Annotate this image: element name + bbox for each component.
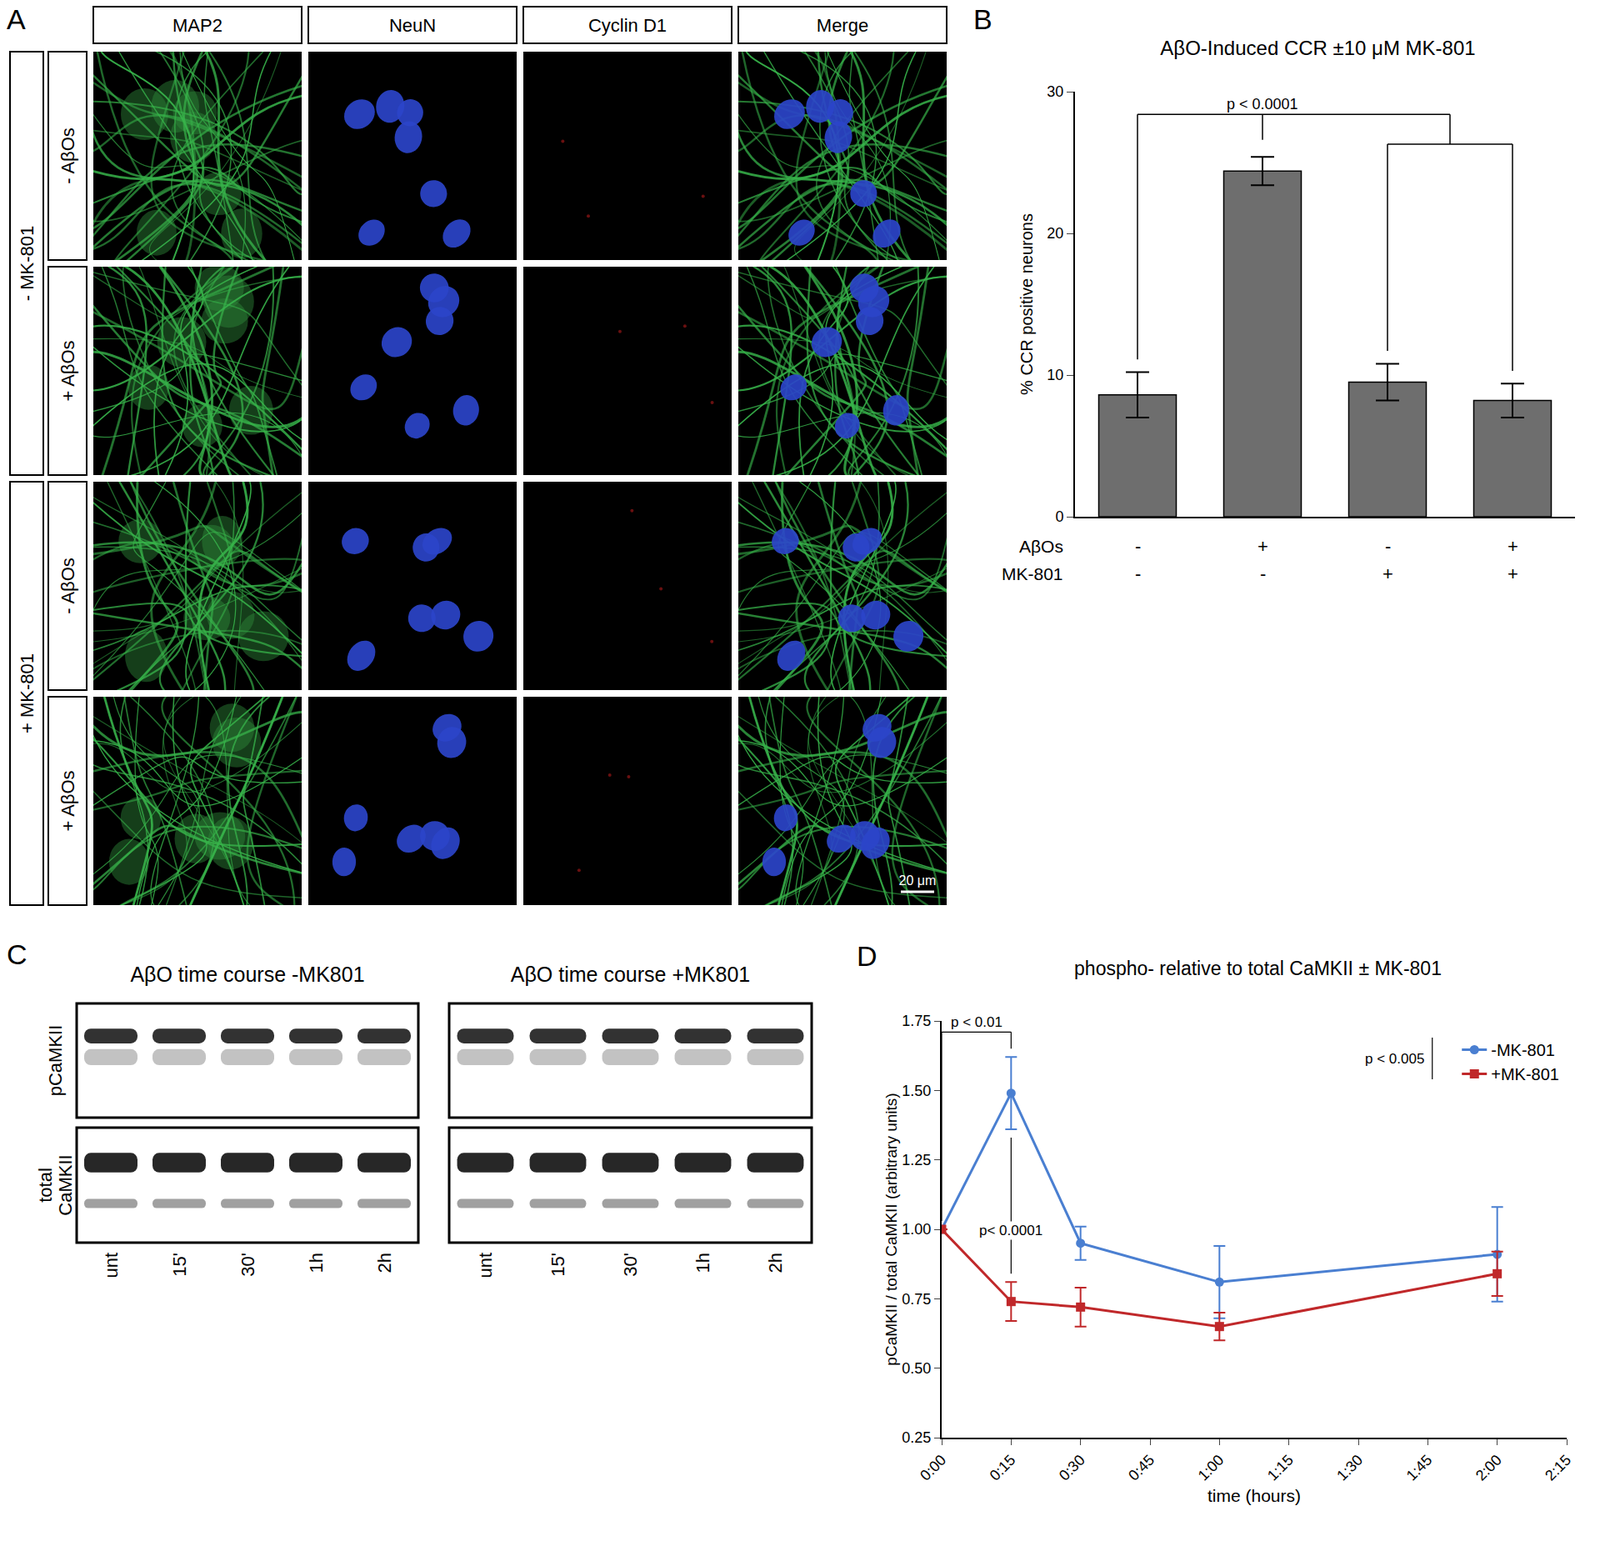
svg-text:0: 0 — [1055, 508, 1064, 525]
svg-text:time (hours): time (hours) — [1207, 1485, 1301, 1505]
svg-text:0:45: 0:45 — [1125, 1451, 1158, 1485]
svg-text:Cyclin D1: Cyclin D1 — [588, 15, 667, 36]
html-text:C: C — [6, 938, 28, 970]
svg-text:AβOs: AβOs — [1019, 536, 1064, 556]
svg-text:pCaMKII / total CaMKII (arbitr: pCaMKII / total CaMKII (arbitrary units) — [882, 1092, 900, 1365]
svg-text:+MK-801: +MK-801 — [1490, 1065, 1560, 1084]
svg-text:2:00: 2:00 — [1472, 1451, 1505, 1485]
svg-text:+ AβOs: + AβOs — [57, 770, 79, 831]
svg-text:20: 20 — [1046, 225, 1064, 242]
svg-text:2h: 2h — [765, 1252, 786, 1273]
svg-text:2h: 2h — [374, 1252, 395, 1273]
svg-text:Merge: Merge — [816, 15, 869, 36]
svg-text:-: - — [1135, 563, 1141, 585]
svg-text:30: 30 — [1046, 83, 1064, 100]
svg-text:+: + — [1507, 535, 1519, 557]
svg-text:0.25: 0.25 — [901, 1429, 931, 1446]
svg-text:+: + — [1257, 535, 1269, 557]
svg-text:AβO-Induced CCR ±10 μM MK-801: AβO-Induced CCR ±10 μM MK-801 — [1160, 36, 1475, 60]
html-text:D: D — [856, 940, 878, 972]
svg-text:30': 30' — [237, 1252, 259, 1277]
svg-text:+ AβOs: + AβOs — [57, 340, 79, 401]
svg-text:20 μm: 20 μm — [899, 873, 937, 888]
svg-text:AβO time course -MK801: AβO time course -MK801 — [130, 962, 365, 986]
svg-text:- AβOs: - AβOs — [57, 127, 79, 185]
svg-text:p< 0.0001: p< 0.0001 — [979, 1222, 1043, 1239]
svg-text:15': 15' — [547, 1252, 569, 1277]
svg-text:1:30: 1:30 — [1333, 1451, 1366, 1485]
svg-text:AβO time course +MK801: AβO time course +MK801 — [510, 962, 750, 986]
svg-text:unt: unt — [100, 1252, 122, 1279]
svg-text:0:00: 0:00 — [916, 1451, 950, 1485]
html-text:A: A — [6, 3, 26, 35]
svg-text:1h: 1h — [692, 1252, 714, 1273]
svg-text:0:15: 0:15 — [986, 1451, 1020, 1485]
svg-text:totalCaMKII: totalCaMKII — [35, 1154, 76, 1215]
svg-text:-MK-801: -MK-801 — [1490, 1040, 1555, 1060]
svg-text:10: 10 — [1046, 366, 1064, 384]
svg-text:0.50: 0.50 — [901, 1360, 931, 1377]
svg-text:- MK-801: - MK-801 — [16, 225, 38, 301]
svg-text:pCaMKII: pCaMKII — [45, 1025, 66, 1097]
svg-text:p < 0.01: p < 0.01 — [950, 1014, 1003, 1030]
svg-text:1h: 1h — [305, 1252, 327, 1273]
svg-text:-: - — [1385, 535, 1391, 557]
svg-text:- AβOs: - AβOs — [57, 557, 79, 615]
svg-text:MAP2: MAP2 — [172, 15, 223, 36]
svg-text:% CCR positive neurons: % CCR positive neurons — [1017, 213, 1036, 395]
svg-text:+: + — [1507, 563, 1519, 585]
html-text:B: B — [973, 3, 993, 35]
svg-text:1.50: 1.50 — [901, 1082, 931, 1100]
svg-text:-: - — [1260, 563, 1266, 585]
svg-text:-: - — [1135, 535, 1141, 557]
svg-text:15': 15' — [169, 1252, 190, 1277]
svg-text:+: + — [1382, 563, 1394, 585]
svg-text:1.75: 1.75 — [901, 1012, 931, 1030]
svg-text:+ MK-801: + MK-801 — [16, 653, 38, 734]
svg-text:p < 0.0001: p < 0.0001 — [1226, 95, 1299, 113]
svg-text:0.75: 0.75 — [901, 1290, 931, 1308]
svg-text:1:00: 1:00 — [1195, 1451, 1228, 1485]
svg-text:30': 30' — [620, 1252, 641, 1277]
svg-text:0:30: 0:30 — [1055, 1451, 1089, 1485]
svg-text:1.25: 1.25 — [901, 1151, 931, 1169]
svg-text:phospho- relative to total CaM: phospho- relative to total CaMKII ± MK-8… — [1074, 957, 1442, 980]
svg-text:1.00: 1.00 — [901, 1220, 931, 1238]
svg-text:2:15: 2:15 — [1541, 1451, 1575, 1485]
svg-text:NeuN: NeuN — [389, 15, 436, 36]
svg-text:unt: unt — [475, 1252, 496, 1279]
svg-text:1:15: 1:15 — [1264, 1451, 1297, 1485]
svg-text:MK-801: MK-801 — [1001, 564, 1064, 584]
svg-text:1:45: 1:45 — [1403, 1451, 1436, 1485]
svg-text:p < 0.005: p < 0.005 — [1365, 1050, 1425, 1067]
